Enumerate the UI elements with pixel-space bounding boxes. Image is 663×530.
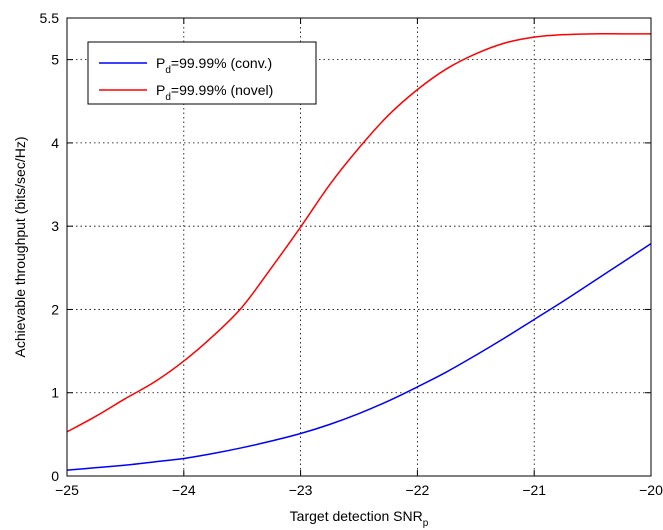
x-tick-label: −22 <box>406 482 430 498</box>
legend-box <box>87 41 317 105</box>
y-tick-label: 0 <box>51 468 59 484</box>
x-tick-label: −21 <box>522 482 546 498</box>
series-line-novel <box>66 33 651 433</box>
y-tick-label: 3 <box>51 218 59 234</box>
series-line-conv <box>66 243 652 471</box>
y-axis-title: Achievable throughput (bits/sec/Hz) <box>12 137 28 358</box>
legend-label-novel: Pd=99.99% (novel) <box>156 82 273 103</box>
x-tick-label: −23 <box>289 482 313 498</box>
series-lines <box>66 33 652 471</box>
plot-frame <box>66 17 652 477</box>
x-tick-label: −25 <box>55 482 79 498</box>
y-tick-label: 2 <box>51 301 59 317</box>
axis-ticks: −25 −24 −23 −22 −21 −20 0 1 2 3 4 5 5.5 <box>40 10 663 498</box>
legend-label-conv: Pd=99.99% (conv.) <box>156 55 272 76</box>
y-tick-label: 1 <box>51 385 59 401</box>
y-tick-label: 5 <box>51 52 59 68</box>
legend: Pd=99.99% (conv.) Pd=99.99% (novel) <box>87 41 317 105</box>
y-tick-label: 4 <box>51 135 59 151</box>
x-tick-label: −20 <box>639 482 663 498</box>
x-axis-title: Target detection SNRp <box>290 508 429 529</box>
grid <box>67 18 651 476</box>
y-tick-label: 5.5 <box>40 10 60 26</box>
x-tick-label: −24 <box>172 482 196 498</box>
